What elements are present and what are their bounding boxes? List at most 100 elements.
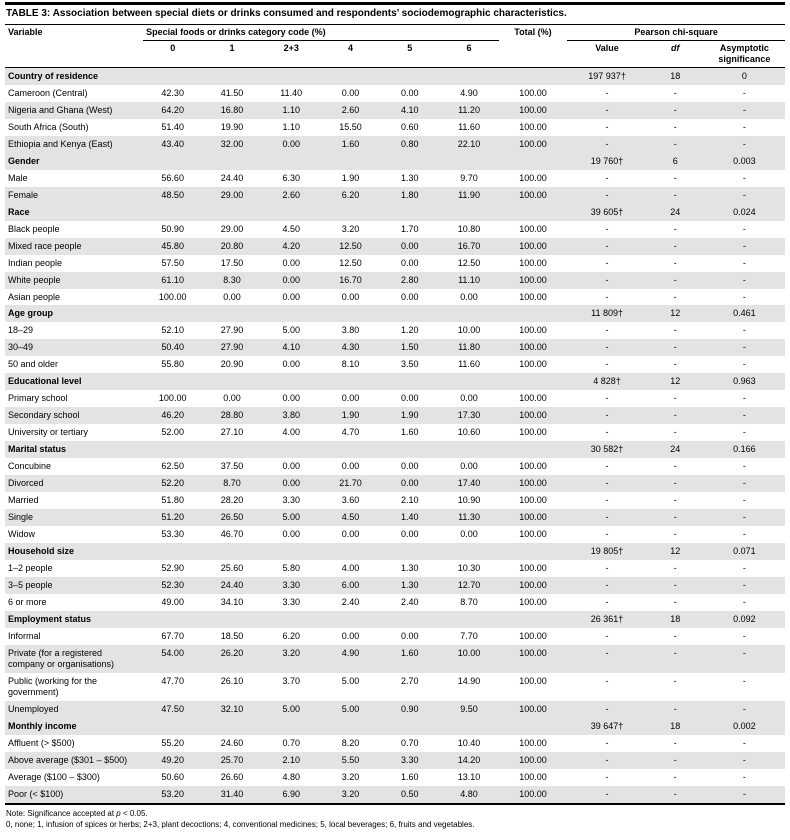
empty-cell — [320, 717, 381, 735]
empty-cell — [143, 373, 203, 391]
total-cell: 100.00 — [519, 675, 547, 686]
chi-dash-cell: - — [703, 576, 785, 594]
chi-dash-cell: - — [567, 339, 647, 357]
value-cell: 50.60 — [161, 771, 184, 782]
value-cell: 52.30 — [143, 576, 203, 594]
value-cell: 16.70 — [439, 237, 499, 255]
value-cell: 2.40 — [341, 596, 360, 607]
value-cell: 0.00 — [261, 271, 321, 289]
value-cell: 10.30 — [457, 563, 481, 573]
note-significance-suffix: < 0.05. — [120, 808, 148, 818]
empty-cell — [202, 717, 262, 735]
empty-cell — [320, 373, 381, 391]
value-cell: 52.90 — [161, 563, 184, 573]
value-cell: 0.00 — [400, 461, 419, 472]
value-cell: 10.60 — [457, 427, 481, 438]
total-cell: 100.00 — [498, 237, 568, 255]
table-row: Married 51.80 28.20 3.30 3.60 2.10 10.90 100.00… — [5, 492, 785, 509]
row-label: 30–49 — [5, 339, 144, 357]
chi-dash-cell: - — [703, 237, 785, 255]
row-label: Primary school — [8, 393, 68, 404]
value-cell: 56.60 — [161, 172, 184, 183]
empty-cell — [202, 441, 262, 459]
value-cell: 41.50 — [220, 87, 244, 98]
table-row: 3–5 people 52.30 24.40 3.30 6.00 1.30 12.70 100… — [5, 576, 785, 594]
table-row: Mixed race people 45.80 20.80 4.20 12.50 0.00… — [5, 237, 785, 255]
empty-cell — [320, 203, 381, 221]
value-cell: 0.00 — [400, 393, 419, 404]
total-cell: 100.00 — [519, 461, 547, 472]
chi-dash-cell: - — [646, 186, 704, 204]
empty-cell — [202, 203, 262, 221]
row-label: Public (working for the government) — [8, 675, 98, 697]
chi-square-df: 12 — [646, 543, 704, 560]
section-label: Gender — [5, 152, 144, 170]
chi-square-value: 11 809† — [567, 305, 647, 323]
value-cell: 26.50 — [202, 509, 262, 527]
value-cell: 11.80 — [439, 339, 499, 357]
chi-dash-cell: - — [673, 291, 677, 302]
empty-cell — [380, 373, 440, 391]
value-cell: 42.30 — [161, 87, 184, 98]
chi-dash-cell: - — [673, 121, 677, 132]
chi-dash-cell: - — [567, 509, 647, 527]
table-row: 50 and older 55.80 20.90 0.00 8.10 3.50 11.60 1… — [5, 356, 785, 373]
row-label: Poor (< $100) — [5, 785, 144, 804]
value-cell: 4.80 — [282, 771, 300, 782]
table-row: Single 51.20 26.50 5.00 4.50 1.40 11.30 100.00-… — [5, 509, 785, 527]
empty-cell — [439, 373, 499, 391]
value-cell: 43.40 — [143, 135, 203, 153]
chi-dash-cell: - — [742, 359, 746, 370]
empty-cell — [143, 610, 203, 628]
chi-dash-cell: - — [703, 700, 785, 718]
col-header-variable: Variable — [5, 25, 144, 68]
value-cell: 8.20 — [341, 737, 360, 748]
section-header-row: Educational level 4 828† 12 0.963 — [5, 373, 785, 391]
chi-square-significance: 0.003 — [703, 152, 785, 170]
value-cell: 0.00 — [341, 87, 360, 98]
empty-cell — [498, 543, 568, 560]
chi-dash-cell: - — [742, 427, 746, 438]
value-cell: 3.80 — [261, 407, 321, 425]
empty-cell — [202, 610, 262, 628]
col-header-code-5: 5 — [380, 40, 440, 68]
row-label: Affluent (> $500) — [8, 737, 75, 748]
row-label: Divorced — [5, 475, 144, 493]
chi-dash-cell: - — [673, 771, 677, 782]
chi-square-df: 18 — [646, 610, 704, 628]
total-cell: 100.00 — [498, 509, 568, 527]
table-row: White people 61.10 8.30 0.00 16.70 2.80 11.10 1… — [5, 271, 785, 289]
value-cell: 1.30 — [400, 172, 419, 183]
value-cell: 0.80 — [380, 135, 440, 153]
empty-cell — [261, 67, 321, 85]
chi-dash-cell: - — [605, 596, 609, 607]
chi-dash-cell: - — [742, 257, 746, 268]
row-label: Black people — [8, 223, 60, 234]
section-label: Employment status — [5, 610, 144, 628]
table-row: Average ($100 – $300) 50.60 26.60 4.80 3.20 1… — [5, 769, 785, 786]
table-row: 6 or more 49.00 34.10 3.30 2.40 2.40 8.70 100.0… — [5, 594, 785, 611]
chi-dash-cell: - — [703, 271, 785, 289]
value-cell: 0.00 — [341, 291, 360, 302]
row-label: White people — [5, 271, 144, 289]
value-cell: 51.40 — [161, 121, 184, 132]
table-row: Male 56.60 24.40 6.30 1.90 1.30 9.70 100.00 - - - — [5, 170, 785, 187]
chi-dash-cell: - — [567, 101, 647, 119]
row-label: 18–29 — [8, 325, 34, 336]
chi-dash-cell: - — [742, 771, 746, 782]
chi-square-significance: 0.002 — [703, 717, 785, 735]
total-cell: 100.00 — [498, 785, 568, 804]
value-cell: 10.80 — [457, 223, 481, 234]
empty-cell — [320, 67, 381, 85]
chi-dash-cell: - — [742, 291, 746, 302]
empty-cell — [380, 717, 440, 735]
chi-dash-cell: - — [673, 325, 677, 336]
chi-square-significance: 0.963 — [703, 373, 785, 391]
value-cell: 6.20 — [320, 186, 381, 204]
total-cell: 100.00 — [498, 475, 568, 493]
table-row: Above average ($301 – $500) 49.20 25.70 2.1… — [5, 751, 785, 769]
value-cell: 1.70 — [400, 223, 419, 234]
row-label: Indian people — [8, 257, 63, 268]
chi-dash-cell: - — [605, 257, 609, 268]
empty-cell — [202, 373, 262, 391]
